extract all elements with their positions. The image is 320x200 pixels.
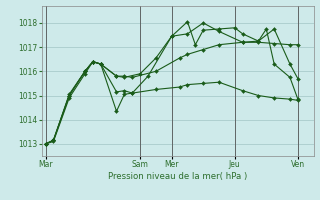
X-axis label: Pression niveau de la mer( hPa ): Pression niveau de la mer( hPa ) bbox=[108, 172, 247, 181]
